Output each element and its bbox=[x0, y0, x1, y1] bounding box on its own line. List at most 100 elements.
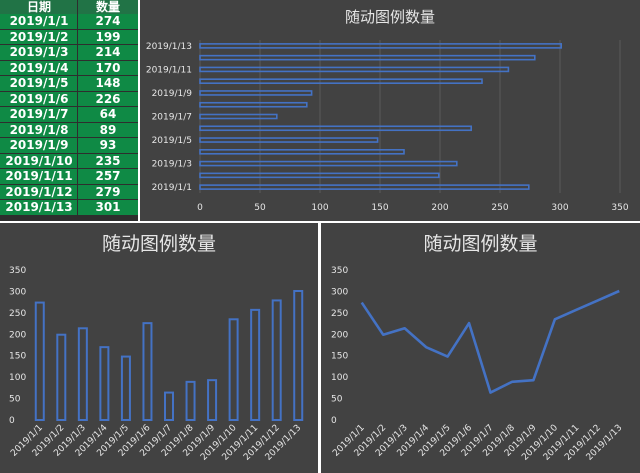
y-tick-label: 2019/1/11 bbox=[146, 65, 192, 75]
y-tick-label: 300 bbox=[9, 287, 26, 297]
x-tick-label: 150 bbox=[371, 203, 388, 213]
bar bbox=[185, 380, 196, 422]
y-tick-label: 300 bbox=[331, 287, 348, 297]
data-table: 日期 数量 2019/1/1 274 2019/1/2 199 2019/1/3 214 2… bbox=[0, 0, 138, 221]
y-tick-label: 2019/1/9 bbox=[152, 89, 193, 99]
table-row bbox=[0, 169, 138, 184]
line-chart-panel: 随动图例数量 0 50 100 150 200 250 300 350 2019/1/1 2019… bbox=[321, 223, 640, 473]
quantity-cell: 170 bbox=[95, 60, 121, 75]
horizontal-bar-chart: 0 50 100 150 200 250 300 350 2019/1/1 2019/1/3 201… bbox=[146, 40, 629, 213]
date-cell: 2019/1/10 bbox=[5, 153, 73, 168]
date-cell: 2019/1/9 bbox=[9, 138, 69, 152]
quantity-cell: 226 bbox=[95, 91, 121, 106]
y-tick-label: 200 bbox=[331, 330, 348, 340]
chart-title: 随动图例数量 bbox=[423, 233, 538, 255]
bar bbox=[199, 66, 510, 73]
bar bbox=[207, 379, 218, 421]
chart-title: 随动图例数量 bbox=[101, 233, 216, 255]
series-line bbox=[360, 289, 620, 394]
table-row bbox=[0, 45, 138, 60]
table-row bbox=[0, 200, 138, 215]
y-tick-label: 2019/1/5 bbox=[152, 136, 192, 146]
date-cell: 2019/1/12 bbox=[5, 184, 73, 199]
bar bbox=[199, 90, 313, 96]
table-row bbox=[0, 138, 138, 153]
date-cell: 2019/1/4 bbox=[9, 60, 69, 75]
x-tick-label: 100 bbox=[311, 203, 328, 213]
quantity-cell: 214 bbox=[95, 45, 121, 59]
bar bbox=[120, 355, 131, 421]
table-row bbox=[0, 107, 138, 122]
quantity-cell: 301 bbox=[95, 200, 121, 214]
quantity-cell: 93 bbox=[99, 138, 117, 152]
x-tick-label: 200 bbox=[431, 203, 448, 213]
table-row bbox=[0, 60, 138, 75]
column-chart-panel: 随动图例数量 0 50 100 150 200 250 300 350 2019/1/1 2019… bbox=[0, 223, 318, 473]
x-tick-label: 50 bbox=[254, 203, 266, 213]
bar bbox=[199, 54, 536, 61]
bar bbox=[199, 137, 379, 143]
column-chart: 0501001502002503003502019/1/12019/1/2201… bbox=[9, 266, 303, 463]
x-tick-label: 0 bbox=[197, 203, 203, 213]
date-cell: 2019/1/1 bbox=[9, 14, 69, 28]
table-row bbox=[0, 29, 138, 44]
y-tick-label: 0 bbox=[9, 416, 15, 426]
y-tick-label: 100 bbox=[331, 373, 348, 383]
bar bbox=[271, 299, 282, 421]
bar bbox=[77, 327, 88, 421]
y-tick-label: 100 bbox=[9, 373, 26, 383]
header-date: 日期 bbox=[26, 0, 51, 14]
date-cell: 2019/1/6 bbox=[9, 91, 69, 106]
y-tick-label: 200 bbox=[9, 330, 26, 340]
y-tick-label: 50 bbox=[331, 395, 343, 405]
bar bbox=[199, 172, 440, 179]
x-tick-label: 350 bbox=[611, 203, 628, 213]
table-row bbox=[0, 184, 138, 199]
y-tick-label: 250 bbox=[9, 309, 26, 319]
date-cell: 2019/1/13 bbox=[5, 200, 73, 214]
table-row bbox=[0, 76, 138, 91]
x-tick-label: 300 bbox=[551, 203, 568, 213]
y-tick-label: 350 bbox=[331, 266, 348, 276]
quantity-cell: 274 bbox=[95, 14, 121, 28]
bar bbox=[199, 101, 308, 108]
y-tick-label: 2019/1/13 bbox=[146, 42, 192, 52]
date-cell: 2019/1/3 bbox=[9, 45, 69, 59]
y-tick-label: 350 bbox=[9, 266, 26, 276]
date-cell: 2019/1/8 bbox=[9, 122, 69, 137]
quantity-cell: 148 bbox=[95, 76, 121, 90]
bar bbox=[34, 301, 45, 421]
y-tick-label: 150 bbox=[9, 352, 26, 362]
y-tick-label: 50 bbox=[9, 395, 21, 405]
bar bbox=[99, 346, 110, 421]
y-tick-label: 2019/1/7 bbox=[152, 113, 192, 123]
quantity-cell: 89 bbox=[99, 122, 117, 137]
table-header bbox=[0, 0, 138, 14]
bar bbox=[142, 322, 153, 421]
y-tick-label: 150 bbox=[331, 352, 348, 362]
date-cell: 2019/1/7 bbox=[9, 107, 69, 121]
date-cell: 2019/1/2 bbox=[9, 29, 69, 44]
quantity-cell: 64 bbox=[99, 107, 117, 121]
bar bbox=[199, 184, 530, 190]
horizontal-bar-chart-panel: 随动图例数量 0 50 100 150 200 250 300 350 2019/1/1 2019… bbox=[140, 0, 640, 221]
date-cell: 2019/1/11 bbox=[5, 169, 73, 183]
bar bbox=[199, 78, 483, 84]
quantity-cell: 257 bbox=[95, 169, 121, 183]
bar bbox=[199, 160, 458, 167]
bar bbox=[199, 125, 473, 132]
bar bbox=[56, 333, 67, 421]
quantity-cell: 235 bbox=[95, 153, 121, 168]
quantity-cell: 279 bbox=[95, 184, 121, 199]
table-row bbox=[0, 14, 138, 29]
y-tick-label: 0 bbox=[331, 416, 337, 426]
bar bbox=[199, 113, 278, 120]
line-chart: 0501001502002503003502019/1/12019/1/2201… bbox=[331, 266, 624, 463]
y-tick-label: 2019/1/3 bbox=[152, 160, 192, 170]
bar bbox=[199, 43, 563, 49]
bar bbox=[250, 308, 261, 421]
header-quantity: 数量 bbox=[95, 0, 120, 14]
y-tick-label: 250 bbox=[331, 309, 348, 319]
table-row bbox=[0, 122, 138, 137]
table-row bbox=[0, 153, 138, 168]
